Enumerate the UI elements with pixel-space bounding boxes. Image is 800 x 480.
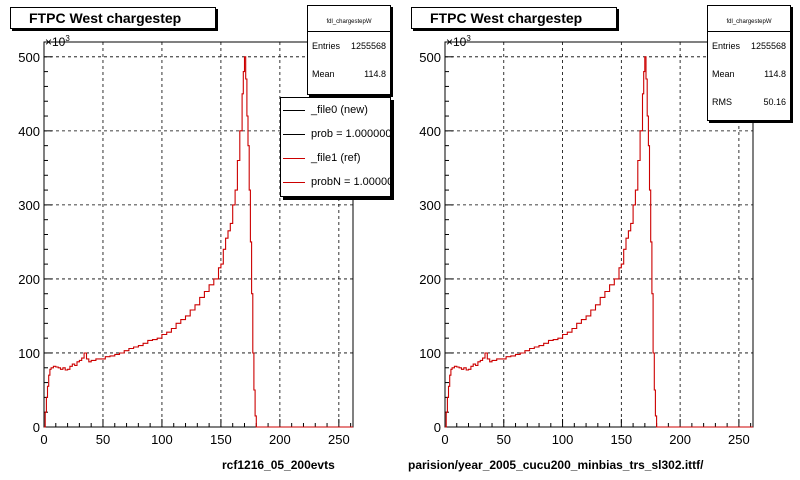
panel2-y-tick-label-100: 100	[419, 346, 441, 361]
panel2-y-tick-label-400: 400	[419, 124, 441, 139]
legend-line-swatch	[283, 110, 305, 111]
panel2-y-tick-label-300: 300	[419, 198, 441, 213]
legend-item-probn: probN = 1.000000	[281, 170, 390, 194]
stats-value: 114.8	[764, 69, 786, 79]
panel1-x-tick-label-100: 100	[151, 432, 173, 447]
panel1-series-line-0	[44, 56, 353, 428]
panel2-stats-box: fdl_chargestepW Entries 1255568 Mean 114…	[707, 5, 791, 121]
legend-label: prob = 1.000000	[311, 128, 391, 140]
panel2-multiplier-exp: 3	[466, 34, 471, 43]
panel2-y-tick-label-0: 0	[434, 420, 441, 435]
panel2-stats-row-entries: Entries 1255568	[708, 32, 790, 60]
panel1-y-multiplier: ×103	[45, 34, 70, 49]
panel2-y-multiplier: ×103	[446, 34, 471, 49]
legend-item-file1: _file1 (ref)	[281, 146, 390, 170]
stats-label: Entries	[712, 41, 741, 51]
panel2-x-tick-label-150: 150	[610, 432, 632, 447]
panel1-legend: _file0 (new) prob = 1.000000 _file1 (ref…	[280, 97, 391, 197]
panel2-x-tick-label-250: 250	[728, 432, 750, 447]
panel1-multiplier-base: ×10	[45, 35, 66, 49]
panel1-x-tick-label-0: 0	[40, 432, 47, 447]
stats-value: 1255568	[350, 41, 386, 51]
panel1-stats-row-mean: Mean 114.8	[308, 60, 390, 88]
panel1-multiplier-exp: 3	[65, 34, 70, 43]
panel2-multiplier-base: ×10	[446, 35, 467, 49]
legend-item-file0: _file0 (new)	[281, 98, 390, 122]
legend-line-swatch	[283, 158, 305, 159]
stats-label: Entries	[312, 41, 341, 51]
panel2-x-tick-label-0: 0	[441, 432, 448, 447]
stats-label: Mean	[312, 69, 335, 79]
legend-line-swatch	[283, 182, 305, 183]
panel2-series-line-0	[445, 56, 753, 428]
stats-value: 50.16	[763, 97, 786, 107]
panel2-y-tick-label-500: 500	[419, 50, 441, 65]
stats-label: Mean	[712, 69, 735, 79]
legend-label: probN = 1.000000	[311, 176, 391, 188]
panel2-title: FTPC West chargestep	[411, 7, 617, 29]
legend-label: _file1 (ref)	[311, 152, 361, 164]
stats-label: RMS	[712, 97, 732, 107]
panel2-footer-path: parision/year_2005_cucu200_minbias_trs_s…	[408, 458, 704, 472]
panel1-x-tick-label-250: 250	[328, 432, 350, 447]
panel1-stats-name: fdl_chargestepW	[308, 6, 390, 32]
stats-value: 1255568	[750, 41, 786, 51]
legend-label: _file0 (new)	[311, 104, 368, 116]
panel1-y-tick-label-400: 400	[18, 124, 40, 139]
panel2-x-tick-label-100: 100	[552, 432, 574, 447]
panel2-stats-row-mean: Mean 114.8	[708, 60, 790, 88]
panel2-stats-row-rms: RMS 50.16	[708, 88, 790, 116]
panel2-x-tick-label-200: 200	[669, 432, 691, 447]
panel1-stats-box: fdl_chargestepW Entries 1255568 Mean 114…	[307, 5, 391, 95]
stats-value: 114.8	[364, 69, 386, 79]
panel1-y-tick-label-200: 200	[18, 272, 40, 287]
panel2-stats-name: fdl_chargestepW	[708, 6, 790, 32]
panel1-x-tick-label-200: 200	[269, 432, 291, 447]
panel1-y-tick-label-300: 300	[18, 198, 40, 213]
panel1-title: FTPC West chargestep	[10, 7, 216, 29]
panel1-footer-path: rcf1216_05_200evts	[222, 458, 335, 472]
panel2-title-text: FTPC West chargestep	[430, 10, 583, 26]
panel1-stats-row-entries: Entries 1255568	[308, 32, 390, 60]
panel2-x-tick-label-50: 50	[497, 432, 511, 447]
panel1-y-tick-label-0: 0	[33, 420, 40, 435]
panel2-y-tick-label-200: 200	[419, 272, 441, 287]
panel1-x-tick-label-150: 150	[210, 432, 232, 447]
panel1-x-tick-label-50: 50	[96, 432, 110, 447]
legend-line-swatch	[283, 134, 305, 135]
panel1-title-text: FTPC West chargestep	[29, 10, 182, 26]
panel1-y-tick-label-100: 100	[18, 346, 40, 361]
legend-item-prob: prob = 1.000000	[281, 122, 390, 146]
panel1-y-tick-label-500: 500	[18, 50, 40, 65]
